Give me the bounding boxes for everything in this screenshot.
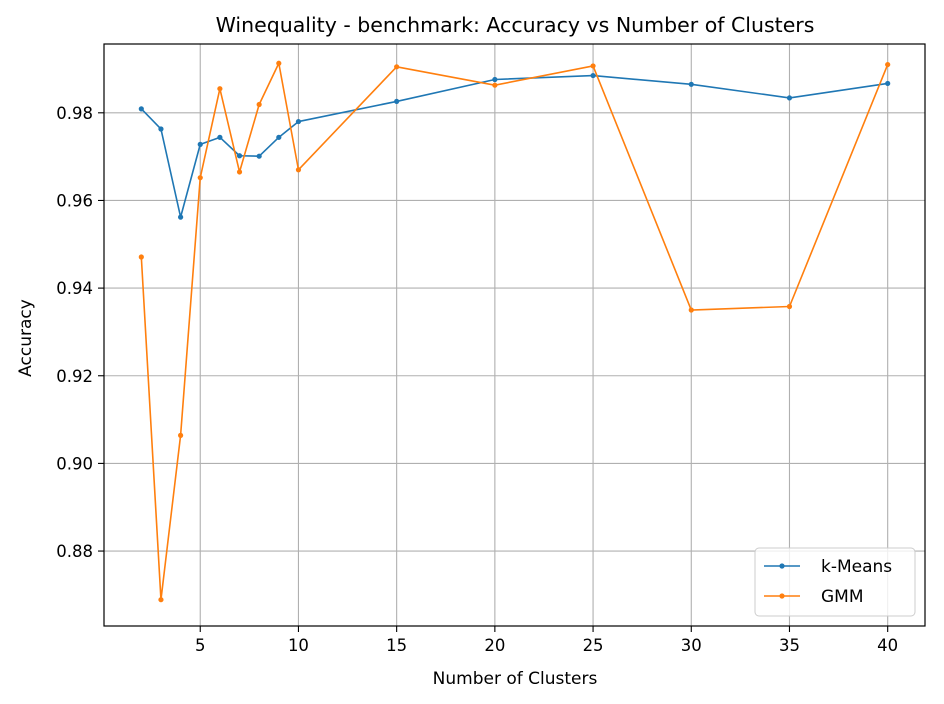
data-point-gmm (217, 86, 223, 92)
x-tick-label: 10 (288, 636, 309, 655)
data-point-k-means (236, 153, 243, 159)
data-point-k-means (158, 126, 164, 132)
legend: k-Means GMM (754, 547, 916, 617)
legend-marker-gmm (779, 593, 785, 599)
plot-area-frame (103, 43, 926, 627)
data-point-gmm (492, 82, 498, 88)
axis-ticks: 5 10 15 20 25 30 35 40 0.88 0.90 0.92 0.94 0.96 0.98 (56, 104, 898, 655)
x-tick-label: 15 (386, 636, 407, 655)
x-tick-label: 20 (484, 636, 505, 655)
y-tick-label: 0.88 (56, 542, 93, 561)
legend-label-kmeans: k-Means (821, 557, 892, 577)
data-point-k-means (138, 106, 144, 112)
data-point-k-means (178, 214, 184, 220)
data-point-gmm (786, 303, 793, 310)
data-point-k-means (590, 72, 596, 79)
y-tick-label: 0.90 (56, 454, 93, 473)
x-tick-label: 35 (779, 636, 800, 655)
data-point-gmm (197, 175, 203, 181)
y-tick-label: 0.94 (56, 279, 93, 298)
series-line-k-means (140, 74, 888, 218)
x-tick-label: 5 (195, 636, 206, 655)
data-point-gmm (256, 101, 262, 108)
data-point-k-means (276, 134, 282, 140)
data-point-k-means (394, 98, 400, 105)
legend-label-gmm: GMM (821, 587, 864, 607)
data-point-gmm (295, 167, 302, 173)
data-point-gmm (138, 254, 144, 260)
y-axis-label: Accuracy (16, 299, 36, 377)
y-tick-label: 0.98 (56, 104, 93, 123)
data-point-gmm (236, 169, 243, 175)
data-point-gmm (885, 61, 891, 68)
data-point-gmm (394, 64, 400, 70)
data-point-k-means (217, 134, 223, 140)
series-line-gmm (140, 62, 889, 601)
y-tick-label: 0.92 (56, 367, 93, 386)
data-point-gmm (590, 63, 596, 69)
data-point-k-means (786, 95, 793, 101)
data-point-gmm (688, 307, 694, 313)
x-axis-label: Number of Clusters (433, 669, 598, 689)
data-point-k-means (197, 141, 203, 147)
grid-lines (104, 44, 925, 626)
legend-box (754, 547, 916, 617)
data-point-k-means (885, 80, 891, 87)
x-tick-label: 25 (583, 636, 604, 655)
x-tick-label: 30 (681, 636, 702, 655)
data-point-gmm (158, 597, 164, 603)
x-tick-label: 40 (877, 636, 898, 655)
y-tick-label: 0.96 (56, 191, 93, 210)
data-point-gmm (178, 432, 184, 438)
data-point-k-means (256, 153, 262, 159)
data-point-k-means (295, 118, 302, 125)
data-point-k-means (688, 81, 694, 87)
data-point-gmm (276, 60, 282, 66)
chart-title: Winequality - benchmark: Accuracy vs Num… (216, 13, 815, 37)
series-lines (138, 60, 891, 603)
data-point-k-means (492, 76, 498, 83)
legend-marker-kmeans (779, 563, 785, 569)
